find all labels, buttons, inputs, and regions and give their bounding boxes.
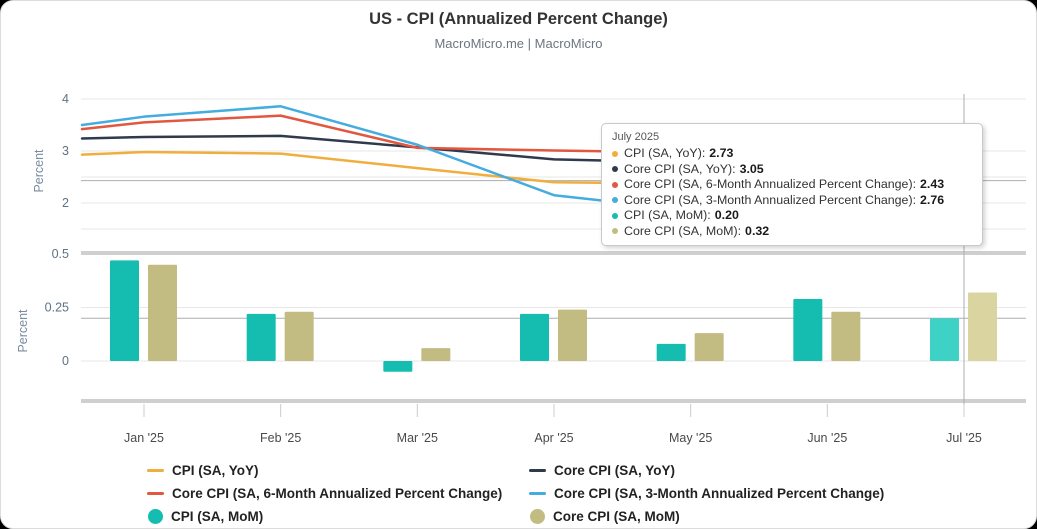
- x-axis-label: Jul '25: [946, 431, 982, 445]
- legend-item-core-cpi-sa-mom-[interactable]: Core CPI (SA, MoM): [529, 505, 884, 528]
- bar-core-cpi-sa-mom-[interactable]: [421, 348, 451, 361]
- y-axis-label-top: 2: [62, 196, 69, 210]
- legend-circle-marker-icon: [530, 509, 545, 524]
- tooltip-items: CPI (SA, YoY): 2.73 Core CPI (SA, YoY): 3.0…: [612, 146, 972, 239]
- legend-item-cpi-sa-yoy-[interactable]: CPI (SA, YoY): [147, 459, 502, 482]
- x-axis-label: May '25: [669, 431, 712, 445]
- tooltip-item: Core CPI (SA, MoM): 0.32: [612, 224, 972, 240]
- y-axis-label-bottom: 0.5: [52, 247, 69, 261]
- series-color-dot-icon: [612, 197, 618, 204]
- y-axis-title-top: Percent: [32, 149, 46, 193]
- x-axis-label: Mar '25: [397, 431, 438, 445]
- legend-item-core-cpi-sa-6-month-annualized-percent-change-[interactable]: Core CPI (SA, 6-Month Annualized Percent…: [147, 482, 502, 505]
- legend-item-label: CPI (SA, MoM): [171, 509, 264, 524]
- y-axis-label-bottom: 0.25: [45, 301, 69, 315]
- tooltip-item: Core CPI (SA, YoY): 3.05: [612, 162, 972, 178]
- legend-item-label: Core CPI (SA, 6-Month Annualized Percent…: [172, 486, 503, 501]
- tooltip-item: CPI (SA, YoY): 2.73: [612, 146, 972, 162]
- bar-cpi-sa-mom-[interactable]: [930, 318, 959, 361]
- x-axis-label: Jun '25: [807, 431, 847, 445]
- legend-item-label: CPI (SA, YoY): [172, 463, 259, 478]
- bar-cpi-sa-mom-[interactable]: [793, 298, 823, 361]
- bar-core-cpi-sa-mom-[interactable]: [284, 311, 314, 361]
- legend-item-label: Core CPI (SA, 3-Month Annualized Percent…: [554, 486, 885, 501]
- legend-line-marker-icon: [529, 492, 546, 495]
- bar-cpi-sa-mom-[interactable]: [246, 313, 276, 361]
- x-axis-line: [81, 399, 1026, 403]
- bar-core-cpi-sa-mom-[interactable]: [148, 264, 177, 361]
- chart-tooltip: July 2025 CPI (SA, YoY): 2.73 Core CPI (SA…: [601, 123, 983, 246]
- bar-core-cpi-sa-mom-[interactable]: [968, 292, 997, 361]
- bar-cpi-sa-mom-[interactable]: [110, 260, 139, 361]
- bar-core-cpi-sa-mom-[interactable]: [831, 311, 861, 361]
- tooltip-item: CPI (SA, MoM): 0.20: [612, 208, 972, 224]
- legend-item-label: Core CPI (SA, YoY): [554, 463, 676, 478]
- legend-column: CPI (SA, YoY) Core CPI (SA, 6-Month Annua…: [147, 459, 502, 528]
- x-axis-label: Feb '25: [260, 431, 301, 445]
- series-color-dot-icon: [612, 212, 618, 219]
- series-color-dot-icon: [612, 181, 618, 188]
- chart-title: US - CPI (Annualized Percent Change): [369, 10, 668, 28]
- legend-line-marker-icon: [147, 492, 164, 495]
- chart-subtitle: MacroMicro.me | MacroMicro: [434, 36, 603, 51]
- y-axis-title-bottom: Percent: [16, 309, 30, 353]
- x-axis-label: Jan '25: [124, 431, 164, 445]
- series-color-dot-icon: [612, 150, 618, 157]
- legend-line-marker-icon: [529, 469, 546, 472]
- panel-separator: [81, 251, 1026, 255]
- bar-cpi-sa-mom-[interactable]: [656, 343, 686, 361]
- legend-line-marker-icon: [147, 469, 164, 472]
- tooltip-item: Core CPI (SA, 6-Month Annualized Percent…: [612, 177, 972, 193]
- bar-core-cpi-sa-mom-[interactable]: [694, 333, 724, 361]
- tooltip-item: Core CPI (SA, 3-Month Annualized Percent…: [612, 193, 972, 209]
- y-axis-label-top: 4: [62, 92, 69, 106]
- x-axis-label: Apr '25: [534, 431, 573, 445]
- legend-item-cpi-sa-mom-[interactable]: CPI (SA, MoM): [147, 505, 502, 528]
- bar-cpi-sa-mom-[interactable]: [520, 313, 549, 361]
- series-color-dot-icon: [612, 228, 618, 235]
- y-axis-label-bottom: 0: [62, 354, 69, 368]
- legend-circle-marker-icon: [148, 509, 163, 524]
- y-axis-label-top: 3: [62, 144, 69, 158]
- legend-item-label: Core CPI (SA, MoM): [553, 509, 680, 524]
- series-color-dot-icon: [612, 166, 618, 173]
- bar-core-cpi-sa-mom-[interactable]: [558, 309, 587, 361]
- bar-cpi-sa-mom-[interactable]: [383, 361, 413, 372]
- legend-item-core-cpi-sa-yoy-[interactable]: Core CPI (SA, YoY): [529, 459, 884, 482]
- legend-item-core-cpi-sa-3-month-annualized-percent-change-[interactable]: Core CPI (SA, 3-Month Annualized Percent…: [529, 482, 884, 505]
- legend-column: Core CPI (SA, YoY) Core CPI (SA, 3-Month …: [529, 459, 884, 528]
- tooltip-title: July 2025: [612, 131, 660, 143]
